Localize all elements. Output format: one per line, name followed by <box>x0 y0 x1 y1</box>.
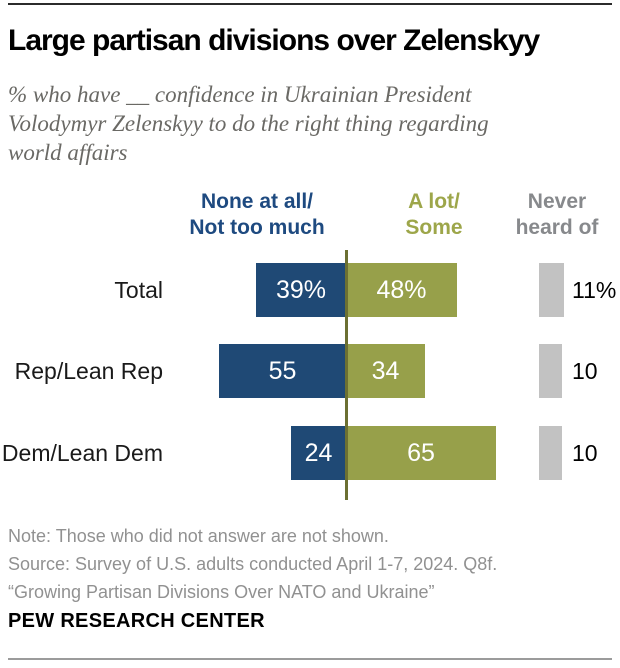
column-header-line: heard of <box>515 216 599 239</box>
column-header-line: Some <box>405 216 463 239</box>
bar-value-label: 48% <box>376 275 427 304</box>
note-block: Note: Those who did not answer are not s… <box>8 522 608 606</box>
bar-value-label: 34 <box>371 356 400 385</box>
never-heard-of-value-label: 10 <box>572 357 598 384</box>
subtitle-line: Volodymyr Zelenskyy to do the right thin… <box>8 111 489 136</box>
bar-a-lot-some: 65 <box>346 426 496 480</box>
bar-a-lot-some: 34 <box>346 344 425 398</box>
bar-none-not-too-much: 24 <box>291 426 346 480</box>
column-header-line: Never <box>527 190 587 213</box>
bar-value-label: 65 <box>407 438 435 467</box>
category-label: Rep/Lean Rep <box>14 357 163 384</box>
bar-none-not-too-much: 55 <box>219 344 346 398</box>
column-header-positive: A lot/Some <box>344 189 524 241</box>
column-header-negative: None at all/Not too much <box>167 189 347 241</box>
note-line: Note: Those who did not answer are not s… <box>8 526 389 546</box>
bar-value-label: 39% <box>275 275 327 304</box>
category-label: Dem/Lean Dem <box>1 439 163 466</box>
chart-title: Large partisan divisions over Zelenskyy <box>8 24 540 57</box>
never-heard-of-value-label: 11% <box>572 276 617 303</box>
bar-a-lot-some: 48% <box>346 263 457 317</box>
bar-never-heard-of <box>539 263 564 317</box>
bar-never-heard-of <box>539 426 562 480</box>
bar-value-label: 55 <box>268 356 297 385</box>
source-line: Source: Survey of U.S. adults conducted … <box>8 554 498 574</box>
column-header-line: Not too much <box>189 216 325 239</box>
bar-none-not-too-much: 39% <box>256 263 346 317</box>
never-heard-of-value-label: 10 <box>572 439 598 466</box>
column-header-never-heard-of: Never heard of <box>467 189 620 241</box>
zero-axis-line <box>345 250 348 500</box>
chart-subtitle: % who have __ confidence in Ukrainian Pr… <box>8 80 608 167</box>
column-header-line: A lot/ <box>408 190 460 213</box>
pew-research-center-wordmark: PEW RESEARCH CENTER <box>8 610 265 632</box>
top-rule <box>8 3 612 5</box>
bottom-rule <box>8 658 612 660</box>
report-title-line: “Growing Partisan Divisions Over NATO an… <box>8 582 435 602</box>
subtitle-line: world affairs <box>8 140 128 165</box>
bar-value-label: 24 <box>304 438 333 467</box>
subtitle-line: % who have __ confidence in Ukrainian Pr… <box>8 82 472 107</box>
bar-never-heard-of <box>539 344 562 398</box>
column-header-line: None at all/ <box>200 190 314 213</box>
category-label: Total <box>114 276 163 303</box>
